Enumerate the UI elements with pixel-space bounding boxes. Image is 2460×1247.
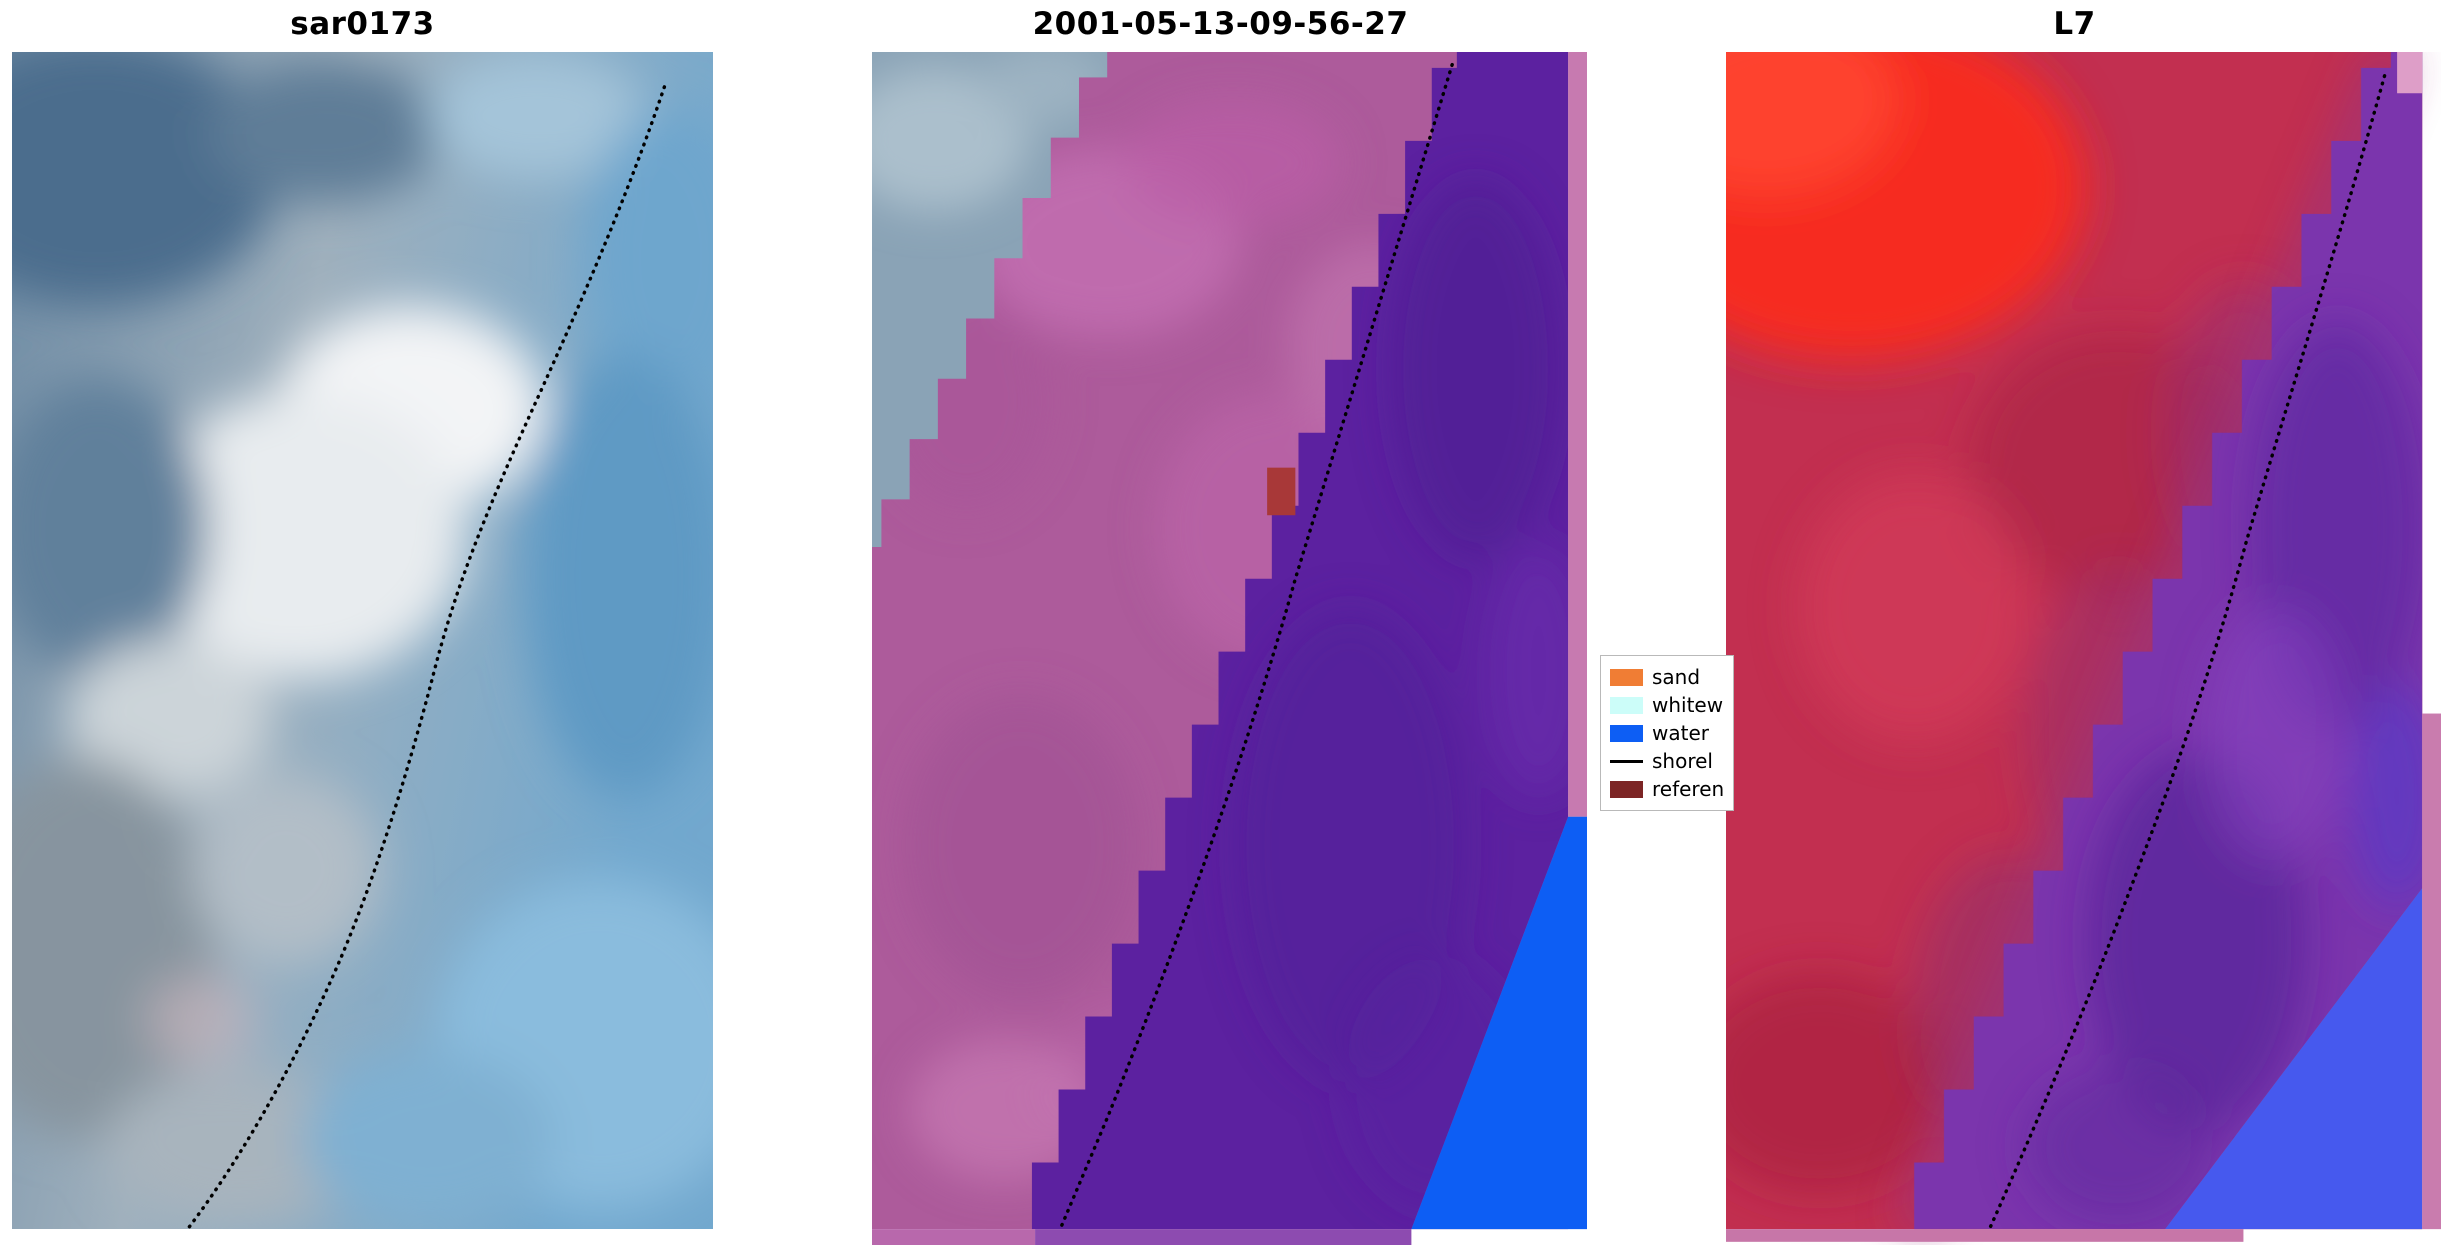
p2-open-water-blue [1411, 816, 1587, 1230]
p3-margin-right [2422, 713, 2441, 1230]
shoreline-line-icon [1610, 759, 1643, 763]
reference-swatch-icon [1610, 780, 1643, 798]
p2-shoreline-dotted [1058, 62, 1454, 1231]
legend-item-sand: sand [1610, 663, 1733, 691]
whitewater-swatch-icon [1610, 696, 1643, 714]
p2-offshore-gray-region [872, 52, 1108, 547]
legend-label-shoreline: shorel [1652, 749, 1713, 773]
legend-item-shoreline: shorel [1610, 747, 1733, 775]
p2-margin-bottom-mid [1035, 1229, 1412, 1245]
panel-title-sar: sar0173 [290, 6, 435, 42]
legend-label-sand: sand [1652, 665, 1701, 689]
p1-shoreline-dotted [185, 85, 667, 1229]
panel-title-date: 2001-05-13-09-56-27 [1032, 6, 1409, 42]
legend-item-whitewater: whitew [1610, 691, 1733, 719]
p3-shoreline-dotted [1987, 74, 2387, 1231]
classified-image-panel [872, 52, 1587, 1245]
p2-margin-bottom-left [872, 1229, 1036, 1245]
p3-margin-bottom [1726, 1229, 2244, 1242]
legend-item-reference: referen [1610, 775, 1733, 803]
sand-swatch-icon [1610, 668, 1643, 686]
panel-title-l7: L7 [2053, 6, 2096, 42]
legend-label-reference: referen [1652, 777, 1725, 801]
p3-corner-pink [2397, 52, 2423, 94]
p3-water-texture [2023, 321, 2423, 1226]
legend-label-water: water [1652, 721, 1709, 745]
water-swatch-icon [1610, 724, 1643, 742]
legend-label-whitewater: whitew [1652, 693, 1724, 717]
p2-margin-right [1568, 52, 1587, 817]
legend-item-water: water [1610, 719, 1733, 747]
sar-texture-blobs [12, 52, 713, 1226]
legend: sand whitew water shorel referen [1600, 655, 1734, 811]
sar-image-panel [12, 52, 713, 1229]
p2-reference-patch [1267, 467, 1296, 516]
l7-image-panel [1726, 52, 2441, 1242]
